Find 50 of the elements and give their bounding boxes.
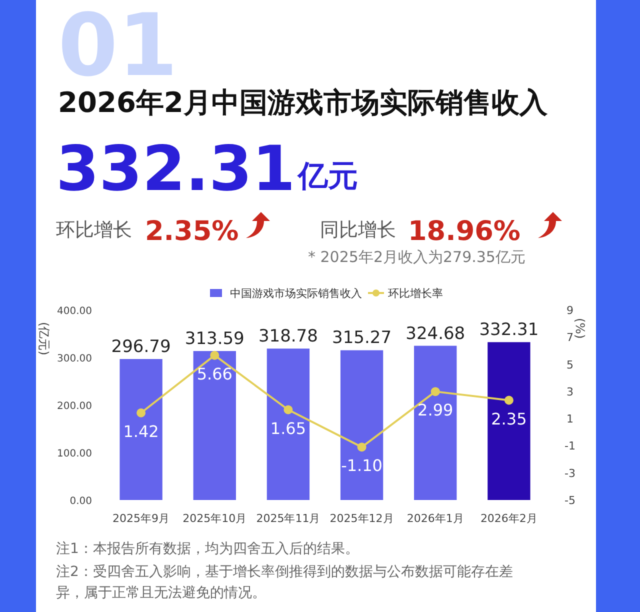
x-tick-label: 2025年10月: [182, 512, 247, 525]
text: 18.96%: [408, 216, 520, 247]
y2-tick-label: -5: [564, 494, 576, 507]
text: 注1：本报告所有数据，均为四舍五入后的结果。: [56, 541, 359, 557]
text: 亿元: [296, 159, 358, 194]
y-tick-label: 300.00: [57, 354, 92, 364]
data-label: 1.65: [270, 418, 306, 438]
data-label: 5.66: [196, 364, 232, 384]
data-label: 315.27: [332, 328, 392, 348]
point: [136, 408, 146, 418]
data-label: -1.10: [341, 456, 382, 476]
data-label: 313.59: [184, 329, 244, 350]
text: 环比增长: [56, 219, 132, 241]
text: 注2：受四舍五入影响，基于增长率倒推得到的数据与公布数据可能存在差异，属于正常且无法避免的情况。: [56, 564, 513, 601]
point: [430, 387, 440, 396]
data-label: 324.68: [406, 324, 466, 344]
y-axis-title: (亿元): [37, 322, 51, 356]
y-tick-label: 100.00: [57, 448, 92, 460]
y-tick-label: 400.00: [57, 306, 92, 317]
y2-tick-label: 1: [566, 412, 574, 426]
data-label: 296.79: [111, 337, 171, 358]
data-label: 332.31: [479, 320, 539, 340]
data-label: 1.42: [123, 422, 159, 441]
y2-axis-title: (%): [573, 318, 587, 339]
y2-tick-label: 7: [566, 331, 574, 344]
legend-label: 环比增长率: [388, 287, 443, 300]
point: [357, 442, 366, 452]
y2-tick-label: -1: [564, 440, 576, 453]
x-tick-label: 2025年12月: [330, 512, 394, 525]
y2-tick-label: 9: [566, 304, 574, 317]
data-label: 2.99: [418, 400, 454, 420]
x-tick-label: 2025年9月: [112, 512, 170, 525]
x-tick-label: 2025年11月: [256, 512, 320, 525]
y-tick-label: 200.00: [57, 401, 92, 412]
y2-tick-label: -3: [564, 466, 576, 480]
text: 2.35%: [145, 216, 239, 247]
y2-tick-label: 5: [566, 358, 574, 372]
data-label: 2.35: [491, 409, 527, 428]
x-tick-label: 2026年2月: [480, 512, 538, 525]
point: [210, 350, 220, 360]
text: 332.31: [56, 132, 296, 205]
point: [504, 396, 514, 405]
text: * 2025年2月收入为279.35亿元: [308, 248, 526, 266]
text: 同比增长: [320, 219, 396, 241]
x-tick-label: 2026年1月: [406, 512, 464, 525]
point: [284, 405, 293, 414]
legend-label: 中国游戏市场实际销售收入: [230, 287, 362, 300]
data-label: 318.78: [258, 326, 318, 347]
y2-tick-label: 3: [566, 385, 574, 398]
y-tick-label: 0.00: [70, 496, 92, 507]
